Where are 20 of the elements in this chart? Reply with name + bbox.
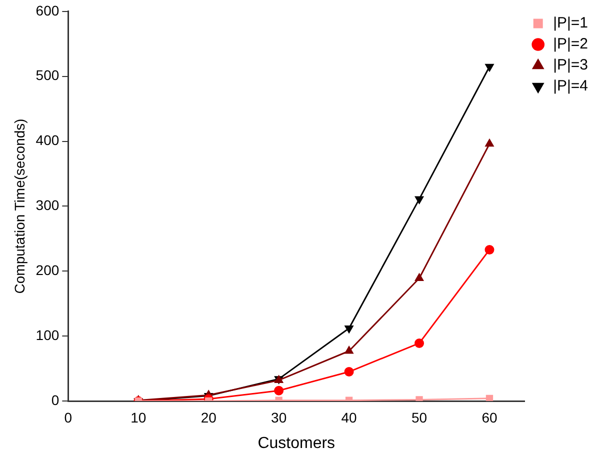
y-tick-label: 600 [36, 2, 60, 18]
legend-label: |P|=1 [553, 14, 588, 32]
legend-label: |P|=3 [553, 56, 588, 74]
y-tick-label: 0 [51, 392, 60, 408]
y-tick-label: 500 [36, 67, 60, 84]
x-tick-label: 60 [482, 409, 498, 426]
y-tick-label: 300 [36, 197, 60, 214]
y-tick-label: 400 [36, 132, 60, 148]
x-tick-label: 30 [271, 409, 287, 426]
x-tick-label: 40 [341, 409, 358, 426]
y-axis-title: Computation Time(seconds) [11, 118, 28, 294]
y-tick-label: 200 [36, 262, 60, 278]
x-tick-label: 0 [64, 409, 72, 426]
x-tick-label: 50 [411, 409, 428, 426]
x-tick-label: 20 [200, 409, 217, 426]
y-tick-label: 100 [36, 326, 60, 343]
legend-label: |P|=2 [553, 36, 588, 53]
legend-label: |P|=4 [553, 78, 588, 95]
x-tick-label: 10 [130, 409, 146, 426]
x-axis-title: Customers [258, 434, 336, 452]
